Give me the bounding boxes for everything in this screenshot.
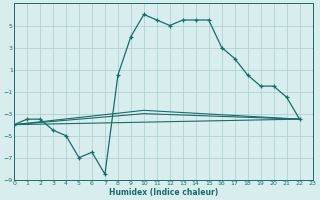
X-axis label: Humidex (Indice chaleur): Humidex (Indice chaleur) bbox=[109, 188, 218, 197]
